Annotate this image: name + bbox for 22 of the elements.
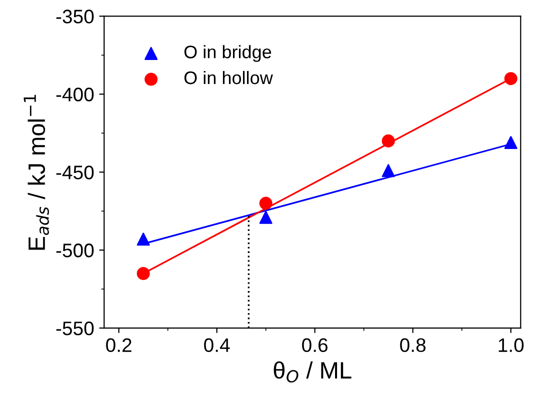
point <box>136 266 150 280</box>
y-tick-label: -400 <box>56 88 94 102</box>
y-axis-title: E$_{ads}$ / kJ mol$^{−1}$ <box>24 94 49 250</box>
x-tick-label: 1.0 <box>498 338 524 352</box>
x-tick-label: 0.2 <box>106 338 132 352</box>
legend-label: O in hollow <box>184 70 273 84</box>
y-tick-label: -500 <box>56 244 94 258</box>
point <box>259 196 272 210</box>
x-tick-label: 0.4 <box>204 338 230 352</box>
y-tick-label: -550 <box>56 322 94 336</box>
x-tick-label: 0.6 <box>302 338 328 352</box>
point <box>504 136 518 150</box>
point <box>259 210 272 224</box>
legend-label: O in bridge <box>184 45 272 62</box>
point <box>382 134 395 148</box>
point <box>382 164 395 178</box>
x-tick-label: 0.8 <box>400 338 426 352</box>
point <box>136 232 150 246</box>
y-tick-label: -350 <box>56 10 94 24</box>
y-tick-label: -450 <box>56 166 94 180</box>
x-axis-title: θ$_{O}$ / ML <box>274 361 352 383</box>
point <box>504 72 518 86</box>
